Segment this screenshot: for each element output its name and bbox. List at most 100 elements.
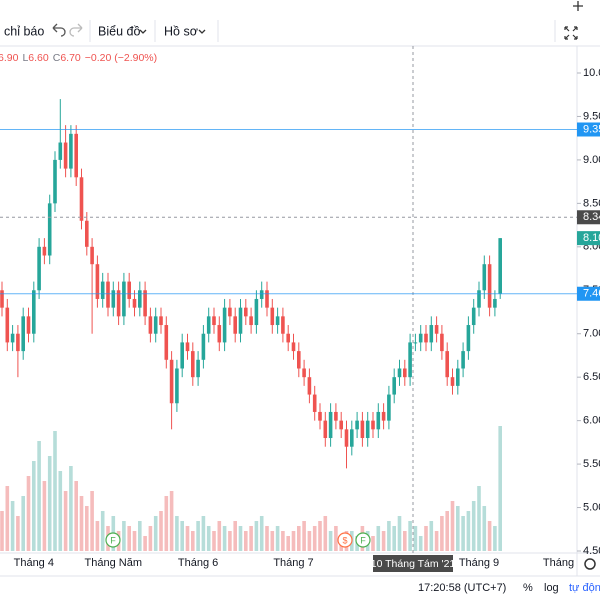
y-tick-label: 9.50 (583, 110, 600, 122)
candle-body (79, 177, 84, 221)
y-tick-label: 4.50 (583, 545, 600, 557)
chevron (198, 29, 206, 34)
candle-body (302, 368, 306, 378)
profile-menu[interactable]: Hồ sơ (164, 24, 198, 38)
price-label: 9.35 (583, 123, 600, 135)
candle-body (63, 142, 68, 169)
volume-bar (381, 531, 386, 551)
volume-bar (191, 531, 195, 551)
candle-body (196, 359, 200, 378)
fullscreen-icon[interactable] (564, 26, 578, 40)
y-tick-label: 8.50 (583, 197, 600, 209)
candle-body (355, 420, 359, 430)
log-toggle[interactable]: log (544, 582, 559, 594)
volume-bar (53, 431, 57, 551)
legend-key: L (22, 52, 28, 64)
volume-bar (58, 471, 63, 551)
legend-value: 6.60 (28, 52, 49, 64)
volume-bar (445, 511, 449, 551)
volume-bar (392, 526, 396, 551)
volume-bar (270, 531, 275, 551)
candle-body (127, 281, 131, 299)
volume-bar (85, 506, 89, 551)
candle-body (408, 342, 412, 378)
volume-bar (498, 426, 502, 551)
add-icon[interactable] (573, 1, 583, 11)
auto-toggle[interactable]: tự động (569, 582, 600, 594)
volume-bar (397, 516, 402, 551)
candle-body (90, 246, 94, 265)
y-tick-label: 5.50 (583, 458, 600, 470)
candle-body (434, 325, 439, 334)
candle-body (297, 351, 301, 369)
candle-body (212, 316, 216, 326)
candle-body (275, 316, 280, 326)
event-label: F (110, 535, 116, 545)
event-marker (105, 532, 121, 548)
settings-icon[interactable] (584, 558, 596, 570)
candle-body (471, 307, 476, 326)
candle-body (175, 368, 179, 404)
price-label-bg (577, 231, 600, 246)
volume-bar (212, 531, 216, 551)
candle-body (461, 351, 465, 369)
clock: 17:20:58 (UTC+7) (418, 582, 506, 594)
candle-body (418, 333, 423, 343)
indicators-button[interactable]: chỉ báo (4, 24, 44, 38)
price-label-bg (577, 286, 600, 301)
crosshair-label-bg (373, 555, 453, 572)
volume-bar (312, 526, 317, 551)
volume-bar (32, 461, 36, 551)
x-tick-label: Tháng 7 (273, 557, 313, 569)
candle-body (429, 325, 434, 343)
legend-value: −0.20 (−2.90%) (85, 52, 157, 64)
candle-body (381, 411, 386, 421)
volume-bar (79, 496, 84, 551)
y-tick-label: 6.50 (583, 371, 600, 383)
candle-body (244, 307, 248, 317)
y-tick-label: 5.00 (583, 501, 600, 513)
candle-body (111, 290, 116, 308)
percent-toggle[interactable]: % (523, 582, 533, 594)
volume-bar (148, 526, 153, 551)
candle-body (148, 316, 153, 334)
volume-bar (238, 526, 243, 551)
candle-body (233, 316, 237, 334)
candle-body (201, 333, 206, 360)
candle-body (69, 133, 73, 169)
volume-bar (47, 456, 52, 551)
candle-body (42, 246, 47, 256)
redo-icon[interactable] (69, 23, 83, 37)
volume-bar (387, 521, 391, 551)
volume-bar (418, 536, 423, 551)
candle-body (21, 316, 25, 352)
event-marker (337, 532, 353, 548)
candle-body (403, 368, 407, 378)
volume-bar (74, 481, 78, 551)
event-marker (355, 532, 371, 548)
undo-icon[interactable] (52, 23, 66, 37)
volume-bar (217, 521, 222, 551)
volume-bar (286, 536, 290, 551)
volume-bar (228, 531, 232, 551)
volume-bar (450, 501, 455, 551)
volume-bar (122, 521, 126, 551)
candle-body (32, 290, 36, 334)
volume-bar (201, 516, 206, 551)
x-tick-label: Tháng 6 (178, 557, 218, 569)
candle-body (47, 203, 52, 256)
volume-bar (434, 531, 439, 551)
candle-body (265, 290, 269, 308)
candle-body (132, 298, 137, 308)
chart-menu[interactable]: Biểu đồ (98, 24, 140, 38)
volume-bar (127, 526, 131, 551)
volume-bar (408, 521, 412, 551)
candle-body (191, 351, 195, 378)
volume-bar (185, 526, 190, 551)
volume-bar (233, 521, 237, 551)
volume-bar (487, 521, 492, 551)
candle-body (498, 238, 502, 294)
candle-body (185, 342, 190, 352)
candle-body (254, 298, 259, 326)
event-label: $ (342, 535, 347, 545)
